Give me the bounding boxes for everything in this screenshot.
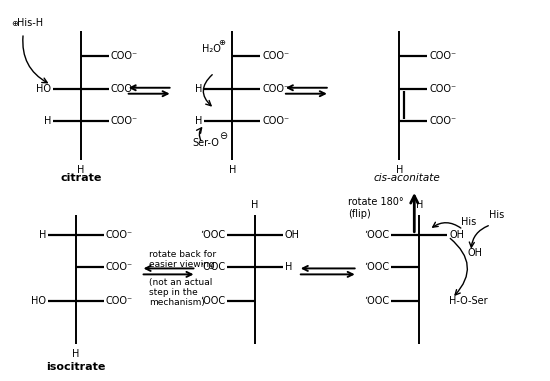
Text: H-O-Ser: H-O-Ser [449,296,488,306]
Text: ʼOOC: ʼOOC [200,263,225,272]
Text: COO⁻: COO⁻ [429,51,456,61]
Text: mechanism): mechanism) [148,298,205,307]
Text: H: H [229,165,236,175]
Text: OH: OH [467,248,482,258]
Text: H: H [395,165,403,175]
Text: H: H [78,165,85,175]
Text: rotate back for: rotate back for [148,250,216,259]
Text: His: His [489,210,504,220]
Text: ⊕: ⊕ [218,38,226,46]
Text: (flip): (flip) [348,209,370,219]
Text: H: H [195,84,202,94]
Text: HO: HO [31,296,46,306]
Text: COO⁻: COO⁻ [262,84,289,94]
Text: (not an actual: (not an actual [148,278,212,287]
Text: COO⁻: COO⁻ [106,230,133,240]
Text: H: H [72,349,80,359]
Text: ʼOOC: ʼOOC [364,296,389,306]
FancyArrowPatch shape [204,75,212,106]
FancyArrowPatch shape [23,36,47,83]
Text: ʼOOC: ʼOOC [200,296,225,306]
Text: ʼOOC: ʼOOC [200,230,225,240]
Text: COO⁻: COO⁻ [106,263,133,272]
Text: COO⁻: COO⁻ [111,51,138,61]
FancyArrowPatch shape [469,226,488,247]
Text: H: H [251,200,259,210]
Text: isocitrate: isocitrate [46,362,106,372]
Text: citrate: citrate [60,173,102,183]
Text: COO⁻: COO⁻ [429,84,456,94]
Text: His-H: His-H [17,18,43,28]
Text: Ser-O: Ser-O [192,138,219,148]
Text: step in the: step in the [148,288,197,297]
Text: H₂O: H₂O [202,44,221,54]
Text: COO⁻: COO⁻ [429,115,456,125]
Text: H: H [285,263,292,272]
Text: OH: OH [449,230,464,240]
Text: HO: HO [36,84,51,94]
Text: H: H [39,230,46,240]
Text: His: His [461,217,476,227]
Text: OH: OH [285,230,300,240]
FancyArrowPatch shape [196,128,202,141]
FancyArrowPatch shape [450,239,468,295]
Text: H: H [416,200,423,210]
Text: H: H [195,115,202,125]
Text: cis-aconitate: cis-aconitate [374,173,441,183]
Text: COO⁻: COO⁻ [262,51,289,61]
Text: ⊖: ⊖ [219,131,227,141]
Text: H: H [44,115,51,125]
Text: COO⁻: COO⁻ [262,115,289,125]
Text: ⊕: ⊕ [12,19,18,28]
Text: ʼOOC: ʼOOC [364,263,389,272]
Text: rotate 180°: rotate 180° [348,197,403,207]
Text: COO⁻: COO⁻ [111,84,138,94]
Text: COO⁻: COO⁻ [111,115,138,125]
Text: COO⁻: COO⁻ [106,296,133,306]
Text: ʼOOC: ʼOOC [364,230,389,240]
Text: easier viewing: easier viewing [148,260,214,269]
FancyArrowPatch shape [433,222,461,228]
